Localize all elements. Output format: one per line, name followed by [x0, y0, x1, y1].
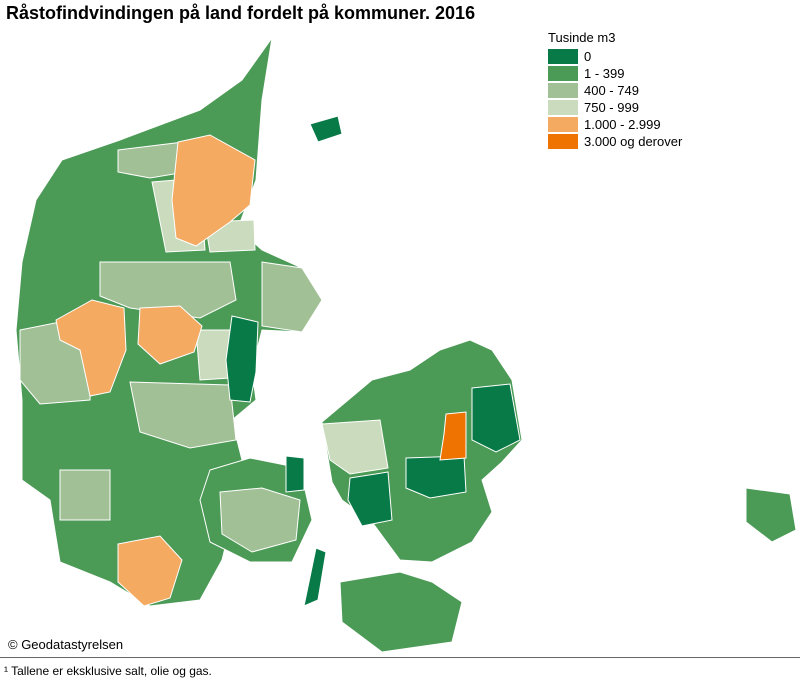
legend-label: 1 - 399: [584, 66, 625, 81]
map-title: Råstofindvindingen på land fordelt på ko…: [6, 3, 476, 23]
legend-swatch: [548, 134, 578, 149]
region: [303, 547, 327, 607]
legend-label: 400 - 749: [584, 83, 639, 98]
legend-label: 3.000 og derover: [584, 134, 683, 149]
region: [261, 261, 323, 333]
legend-title: Tusinde m3: [548, 30, 616, 45]
region: [99, 261, 237, 319]
legend-swatch: [548, 83, 578, 98]
legend: Tusinde m3 0 1 - 399 400 - 749 750 - 999…: [548, 30, 682, 150]
region: [59, 469, 111, 521]
region: [347, 471, 393, 527]
legend-label: 1.000 - 2.999: [584, 117, 661, 132]
legend-item: 750 - 999: [548, 99, 682, 116]
region: [117, 535, 183, 607]
legend-item: 1.000 - 2.999: [548, 116, 682, 133]
region: [137, 305, 203, 365]
legend-swatch: [548, 117, 578, 132]
region-laeso: [309, 115, 343, 143]
region-lolland-falster: [339, 571, 463, 653]
legend-swatch: [548, 100, 578, 115]
legend-label: 0: [584, 49, 592, 64]
region: [439, 411, 467, 461]
legend-swatch: [548, 66, 578, 81]
region: [129, 381, 237, 449]
legend-label: 750 - 999: [584, 100, 639, 115]
denmark-municipality-map: [15, 37, 797, 653]
legend-swatch: [548, 49, 578, 64]
region: [225, 315, 259, 403]
region: [405, 455, 467, 499]
legend-item: 0: [548, 48, 682, 65]
region: [219, 487, 301, 553]
region-bornholm: [745, 487, 797, 543]
region: [171, 134, 256, 247]
legend-item: 400 - 749: [548, 82, 682, 99]
divider: [0, 657, 800, 658]
credit: © Geodatastyrelsen: [8, 637, 124, 652]
region: [285, 455, 305, 493]
legend-item: 1 - 399: [548, 65, 682, 82]
region: [55, 299, 127, 397]
footnote: ¹ Tallene er eksklusive salt, olie og ga…: [4, 664, 212, 678]
region: [321, 419, 389, 475]
region: [471, 383, 521, 453]
legend-item: 3.000 og derover: [548, 133, 682, 150]
